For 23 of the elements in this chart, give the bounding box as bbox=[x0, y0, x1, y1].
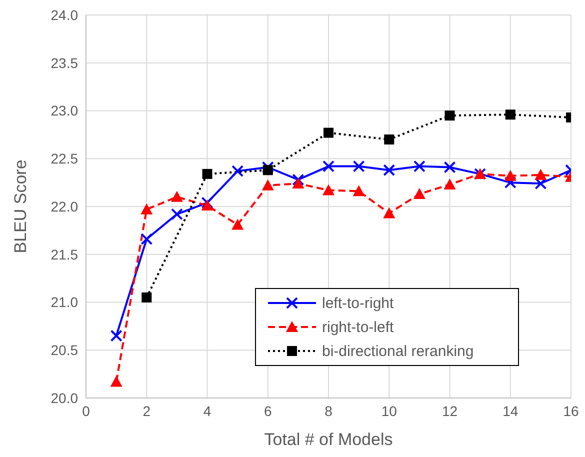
y-axis-title: BLEU Score bbox=[11, 160, 30, 254]
x-tick-label: 16 bbox=[563, 402, 579, 419]
x-tick-label: 2 bbox=[142, 402, 151, 419]
y-tick-label: 21.0 bbox=[50, 294, 78, 310]
x-axis-title: Total # of Models bbox=[264, 430, 393, 449]
y-tick-label: 24.0 bbox=[50, 6, 78, 23]
legend-label: left-to-right bbox=[322, 294, 394, 312]
legend-label: bi-directional reranking bbox=[322, 342, 474, 360]
x-tick-label: 10 bbox=[381, 402, 398, 419]
x-tick-label: 8 bbox=[324, 402, 333, 419]
x-tick-label: 12 bbox=[442, 402, 458, 419]
y-tick-label: 20.5 bbox=[50, 342, 78, 358]
y-tick-label: 23.5 bbox=[50, 54, 78, 71]
y-tick-label: 21.5 bbox=[50, 246, 78, 262]
x-tick-label: 0 bbox=[82, 402, 90, 419]
y-tick-label: 20.0 bbox=[50, 390, 78, 406]
x-tick-label: 14 bbox=[502, 402, 518, 419]
x-tick-label: 6 bbox=[264, 402, 272, 419]
y-tick-label: 22.5 bbox=[50, 150, 78, 167]
y-tick-label: 23.0 bbox=[50, 102, 78, 119]
y-tick-label: 22.0 bbox=[50, 198, 78, 214]
x-tick-label: 4 bbox=[203, 402, 212, 419]
legend-label: right-to-left bbox=[322, 318, 394, 336]
